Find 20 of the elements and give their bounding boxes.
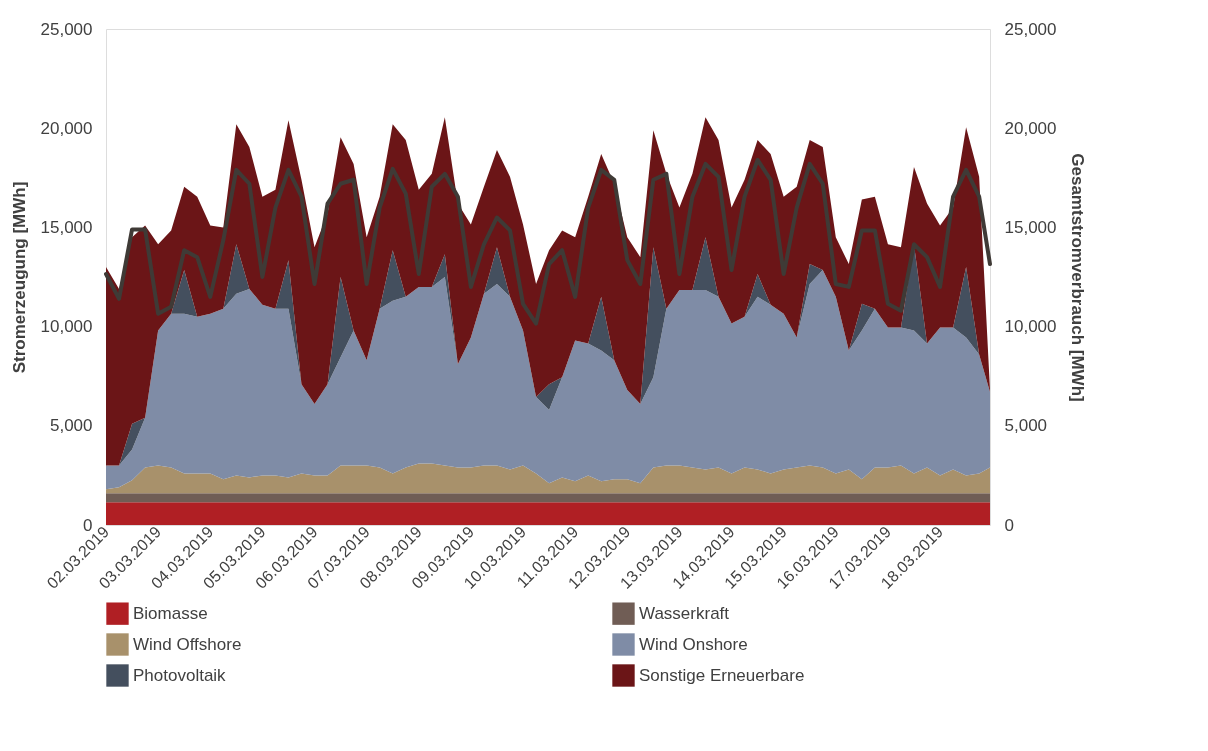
legend-label: Sonstige Erneuerbare [639,665,805,685]
y2-tick-label: 15,000 [1004,217,1057,237]
y2-tick-label: 0 [1004,515,1014,535]
legend-label: Wasserkraft [639,603,730,623]
y2-tick-label: 20,000 [1004,118,1057,138]
legend-label: Wind Onshore [639,634,748,654]
y-tick-label: 10,000 [40,317,93,337]
y-tick-label: 20,000 [40,118,93,138]
y-tick-label: 5,000 [49,416,93,436]
y-axis-title: Stromerzeugung [MWh] [9,181,29,374]
y-tick-label: 25,000 [40,19,93,39]
y2-tick-label: 5,000 [1004,416,1048,436]
y-tick-label: 15,000 [40,217,93,237]
legend-label: Biomasse [133,603,208,623]
legend-label: Photovoltaik [133,665,227,685]
y2-axis-title: Gesamtstromverbrauch [MWh] [1068,153,1088,402]
y2-tick-label: 10,000 [1004,317,1057,337]
y2-tick-label: 25,000 [1004,19,1057,39]
legend-label: Wind Offshore [133,634,242,654]
line-series [104,157,992,326]
